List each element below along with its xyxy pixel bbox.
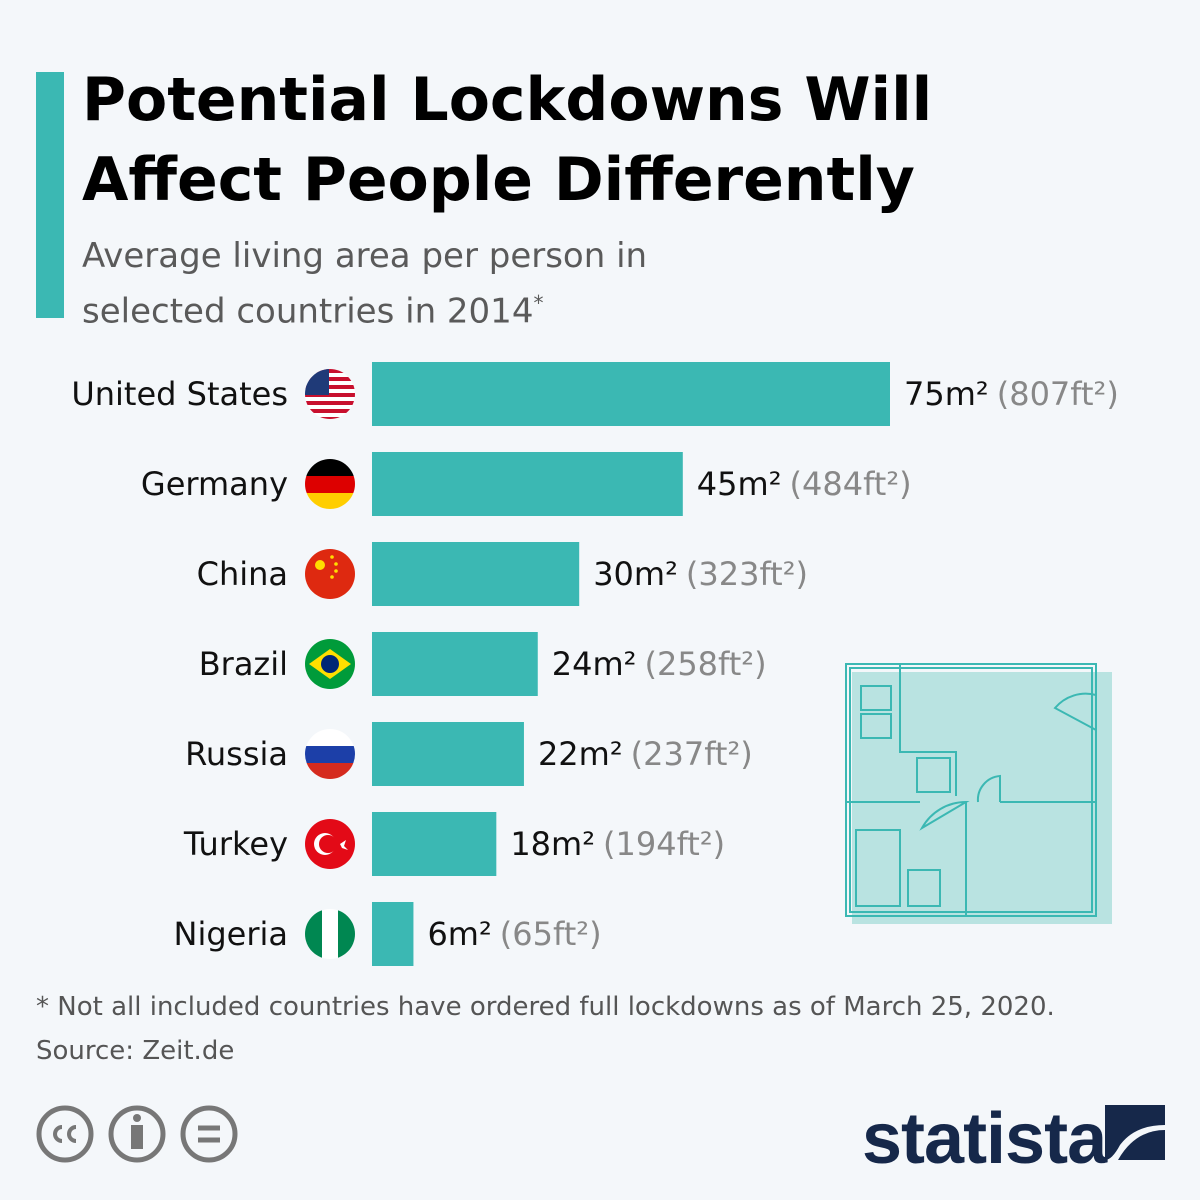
- value-label-ft2: (65ft²): [500, 915, 602, 953]
- value-label-ft2: (484ft²): [790, 465, 912, 503]
- value-label: 75m² (807ft²): [904, 375, 1119, 413]
- flag-ng: [305, 909, 355, 959]
- source: Source: Zeit.de: [36, 1036, 235, 1066]
- category-label: Nigeria: [174, 915, 288, 953]
- license-icons: [36, 1105, 238, 1163]
- flag-cn: [305, 549, 355, 599]
- value-label: 6m² (65ft²): [427, 915, 601, 953]
- flag-tr: [305, 819, 355, 869]
- subtitle-mark: *: [533, 291, 544, 315]
- value-label-m2: 22m²: [538, 735, 623, 773]
- value-label: 18m² (194ft²): [510, 825, 725, 863]
- accent-bar: [36, 72, 64, 318]
- value-label-ft2: (323ft²): [686, 555, 808, 593]
- value-label: 22m² (237ft²): [538, 735, 753, 773]
- bar: [372, 632, 538, 696]
- category-label: China: [197, 555, 288, 593]
- value-label: 30m² (323ft²): [593, 555, 808, 593]
- bar: [372, 722, 524, 786]
- category-label: Turkey: [183, 825, 288, 863]
- chart-title: Potential Lockdowns Will Affect People D…: [82, 65, 933, 215]
- bar: [372, 902, 414, 966]
- value-label-m2: 45m²: [697, 465, 782, 503]
- brand-logo: statista: [862, 1099, 1107, 1179]
- value-label: 24m² (258ft²): [552, 645, 767, 683]
- flag-br: [305, 639, 355, 689]
- value-label: 45m² (484ft²): [697, 465, 912, 503]
- value-label-ft2: (194ft²): [603, 825, 725, 863]
- category-label: Russia: [185, 735, 288, 773]
- bar: [372, 452, 683, 516]
- subtitle-text: Average living area per person in select…: [82, 236, 648, 332]
- category-label: Brazil: [199, 645, 288, 683]
- bar: [372, 812, 497, 876]
- bar: [372, 362, 890, 426]
- value-label-ft2: (237ft²): [631, 735, 753, 773]
- category-label: United States: [71, 375, 288, 413]
- value-label-m2: 18m²: [510, 825, 595, 863]
- flag-us: [305, 369, 355, 419]
- floor-plan-illustration: [845, 663, 1112, 924]
- flag-ru: [305, 729, 355, 779]
- chart-subtitle: Average living area per person in select…: [82, 233, 682, 335]
- value-label-m2: 30m²: [593, 555, 678, 593]
- category-label: Germany: [141, 465, 288, 503]
- footnote: * Not all included countries have ordere…: [36, 992, 1055, 1022]
- value-label-ft2: (258ft²): [644, 645, 766, 683]
- brand-icon: [1105, 1105, 1165, 1160]
- value-label-ft2: (807ft²): [997, 375, 1119, 413]
- value-label-m2: 75m²: [904, 375, 989, 413]
- bar: [372, 542, 580, 606]
- value-label-m2: 6m²: [427, 915, 491, 953]
- flag-de: [305, 459, 355, 509]
- value-label-m2: 24m²: [552, 645, 637, 683]
